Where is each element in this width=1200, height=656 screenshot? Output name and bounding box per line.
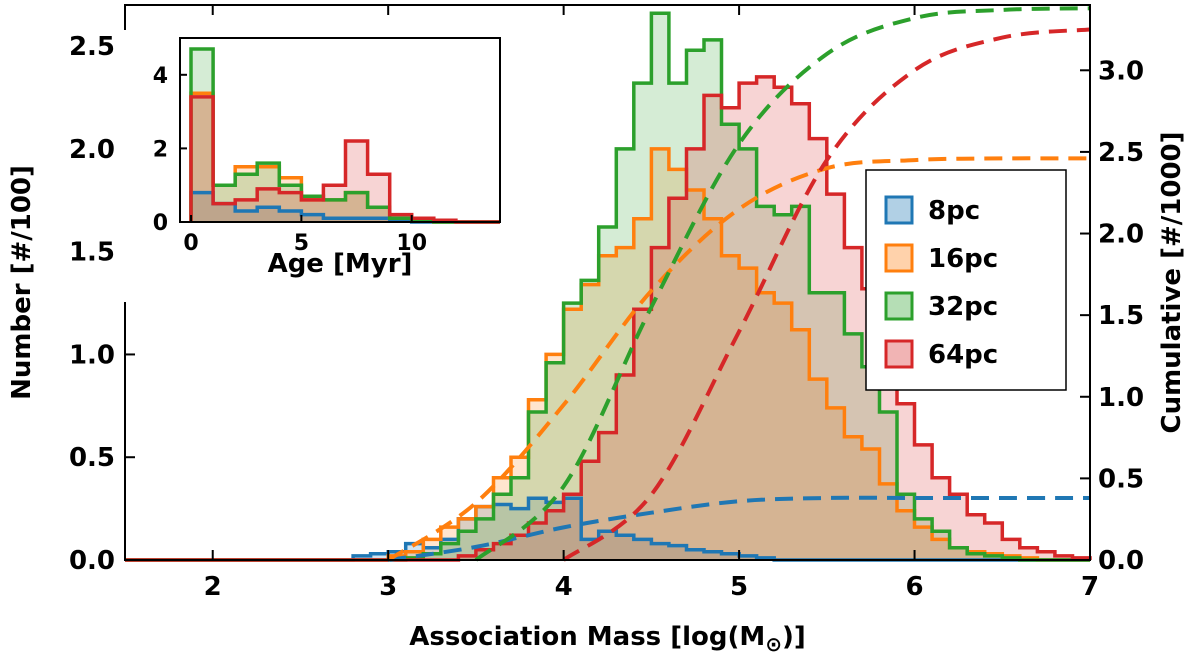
inset-ticks: 0 5 10 0 2 4 (153, 64, 427, 256)
legend-label-8pc: 8pc (928, 196, 980, 226)
inset-hist-fill-32pc (191, 49, 500, 222)
legend-swatch-8pc (884, 195, 914, 225)
inset-x-tick-label: 10 (396, 231, 427, 256)
y-axis-right-label: Cumulative [#/1000] (1157, 131, 1187, 433)
legend-swatch-16pc (884, 243, 914, 273)
legend-label-16pc: 16pc (928, 244, 998, 274)
cumulative-line-32pc (474, 6, 1091, 562)
legend-swatch-64pc (884, 339, 914, 369)
x-tick-label: 7 (1081, 572, 1099, 602)
inset-y-tick-label: 4 (153, 64, 168, 89)
y-tick-label-right: 1.0 (1098, 383, 1144, 413)
y-tick-label-right: 3.0 (1098, 56, 1144, 86)
hist-fill-64pc (125, 76, 1090, 561)
inset-x-tick-label: 0 (183, 231, 198, 256)
y-tick-label-left: 2.0 (69, 135, 115, 165)
inset-hist-step-64pc (189, 95, 500, 224)
legend-swatch-32pc (884, 291, 914, 321)
legend: 8pc 16pc 32pc 64pc (865, 169, 1067, 391)
y-tick-label-left: 0.0 (69, 546, 115, 576)
x-axis-label-subscript: ⊙ (765, 632, 782, 656)
y-tick-label-left: 2.5 (69, 32, 115, 62)
cumulative-line-16pc (387, 156, 1091, 562)
y-tick-label-right: 1.5 (1098, 301, 1144, 331)
inset-chart: 0 5 10 0 2 4 Age [Myr] (118, 30, 508, 302)
hist-fill-8pc (125, 498, 1090, 560)
y-tick-label-right: 2.0 (1098, 220, 1144, 250)
x-axis-label: Association Mass [log(M⊙)] (409, 622, 806, 656)
inset-x-axis-label: Age [Myr] (268, 249, 413, 279)
hist-fill-32pc (125, 13, 1090, 560)
inset-y-tick-label: 0 (153, 211, 168, 236)
y-tick-label-left: 1.0 (69, 340, 115, 370)
main-histogram-fills (125, 13, 1090, 561)
y-tick-label-left: 0.5 (69, 443, 115, 473)
y-tick-label-right: 0.0 (1098, 546, 1144, 576)
x-tick-label: 4 (555, 572, 573, 602)
inset-x-tick-label: 5 (294, 231, 309, 256)
x-tick-label: 2 (204, 572, 222, 602)
hist-fill-16pc (125, 148, 1090, 560)
legend-label-32pc: 32pc (928, 292, 998, 322)
x-tick-label: 5 (730, 572, 748, 602)
legend-frame (865, 169, 1067, 391)
x-tick-label: 3 (379, 572, 397, 602)
y-tick-label-right: 2.5 (1098, 138, 1144, 168)
inset-axes-frame (179, 37, 501, 223)
inset-hist-fill-8pc (191, 192, 500, 222)
x-tick-label: 6 (905, 572, 923, 602)
main-ticks: 2 3 4 5 6 70.00.51.01.52.02.50.00.51.01.52.02… (69, 5, 1144, 602)
legend-label-64pc: 64pc (928, 340, 998, 370)
y-tick-label-right: 0.5 (1098, 464, 1144, 494)
inset-y-tick-label: 2 (153, 137, 168, 162)
y-tick-label-left: 1.5 (69, 238, 115, 268)
y-axis-left-label: Number [#/100] (7, 165, 37, 400)
main-cumulative-lines (387, 6, 1091, 562)
cumulative-line-64pc (562, 27, 1091, 562)
